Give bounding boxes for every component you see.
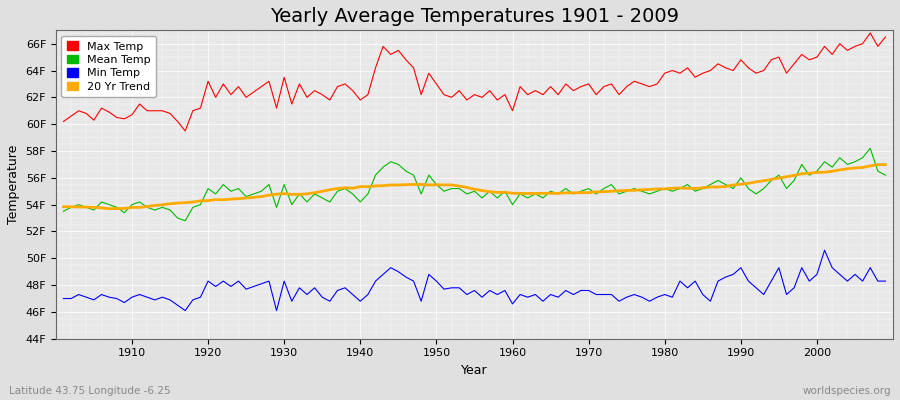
Title: Yearly Average Temperatures 1901 - 2009: Yearly Average Temperatures 1901 - 2009 bbox=[270, 7, 679, 26]
Y-axis label: Temperature: Temperature bbox=[7, 145, 20, 224]
X-axis label: Year: Year bbox=[461, 364, 488, 377]
Legend: Max Temp, Mean Temp, Min Temp, 20 Yr Trend: Max Temp, Mean Temp, Min Temp, 20 Yr Tre… bbox=[61, 36, 156, 97]
Text: worldspecies.org: worldspecies.org bbox=[803, 386, 891, 396]
Text: Latitude 43.75 Longitude -6.25: Latitude 43.75 Longitude -6.25 bbox=[9, 386, 171, 396]
